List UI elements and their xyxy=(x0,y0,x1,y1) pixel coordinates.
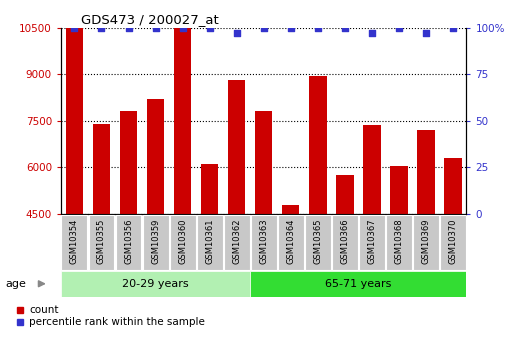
FancyBboxPatch shape xyxy=(61,271,250,297)
Text: GSM10369: GSM10369 xyxy=(421,218,430,264)
Bar xyxy=(93,124,110,214)
Point xyxy=(448,25,457,30)
Text: GSM10365: GSM10365 xyxy=(313,218,322,264)
Text: GSM10363: GSM10363 xyxy=(259,218,268,264)
Point xyxy=(394,25,403,30)
Point xyxy=(259,25,268,30)
FancyBboxPatch shape xyxy=(386,215,412,270)
FancyBboxPatch shape xyxy=(278,215,304,270)
Text: 65-71 years: 65-71 years xyxy=(325,279,392,289)
Bar xyxy=(390,166,408,214)
Bar xyxy=(66,28,83,214)
Point xyxy=(124,25,132,30)
Text: GSM10366: GSM10366 xyxy=(340,218,349,264)
Point xyxy=(367,30,376,36)
FancyBboxPatch shape xyxy=(116,215,142,270)
Point xyxy=(232,30,241,36)
FancyBboxPatch shape xyxy=(332,215,358,270)
Bar xyxy=(120,111,137,214)
Point xyxy=(286,25,295,30)
FancyBboxPatch shape xyxy=(170,215,196,270)
Text: GSM10356: GSM10356 xyxy=(124,218,133,264)
Text: GSM10362: GSM10362 xyxy=(232,218,241,264)
Bar xyxy=(417,130,435,214)
Bar xyxy=(255,111,272,214)
Text: GSM10368: GSM10368 xyxy=(394,218,403,264)
Point xyxy=(98,25,106,30)
Bar xyxy=(282,205,299,214)
FancyBboxPatch shape xyxy=(224,215,250,270)
Bar xyxy=(228,80,245,214)
Point xyxy=(152,25,160,30)
FancyBboxPatch shape xyxy=(359,215,385,270)
Text: GSM10355: GSM10355 xyxy=(97,218,106,264)
Text: GDS473 / 200027_at: GDS473 / 200027_at xyxy=(81,13,219,27)
Legend: count, percentile rank within the sample: count, percentile rank within the sample xyxy=(16,305,205,327)
Bar xyxy=(174,28,191,214)
Point xyxy=(178,25,187,30)
Text: 20-29 years: 20-29 years xyxy=(122,279,189,289)
Bar xyxy=(336,175,354,214)
FancyBboxPatch shape xyxy=(440,215,466,270)
FancyBboxPatch shape xyxy=(143,215,169,270)
Point xyxy=(70,25,79,30)
Bar xyxy=(444,158,462,214)
Point xyxy=(422,30,430,36)
Text: age: age xyxy=(5,279,26,289)
Bar xyxy=(201,164,218,214)
FancyBboxPatch shape xyxy=(89,215,114,270)
Point xyxy=(205,25,214,30)
FancyBboxPatch shape xyxy=(413,215,439,270)
Bar xyxy=(147,99,164,214)
FancyBboxPatch shape xyxy=(197,215,223,270)
Text: GSM10360: GSM10360 xyxy=(178,218,187,264)
Text: GSM10367: GSM10367 xyxy=(367,218,376,264)
Point xyxy=(340,25,349,30)
Text: GSM10364: GSM10364 xyxy=(286,218,295,264)
Text: GSM10370: GSM10370 xyxy=(448,218,457,264)
Bar xyxy=(363,125,381,214)
FancyBboxPatch shape xyxy=(251,215,277,270)
FancyBboxPatch shape xyxy=(250,271,466,297)
Point xyxy=(314,25,322,30)
Bar xyxy=(309,76,326,214)
Text: GSM10354: GSM10354 xyxy=(70,218,79,264)
Text: GSM10359: GSM10359 xyxy=(151,218,160,264)
Text: GSM10361: GSM10361 xyxy=(205,218,214,264)
FancyBboxPatch shape xyxy=(61,215,87,270)
FancyBboxPatch shape xyxy=(305,215,331,270)
